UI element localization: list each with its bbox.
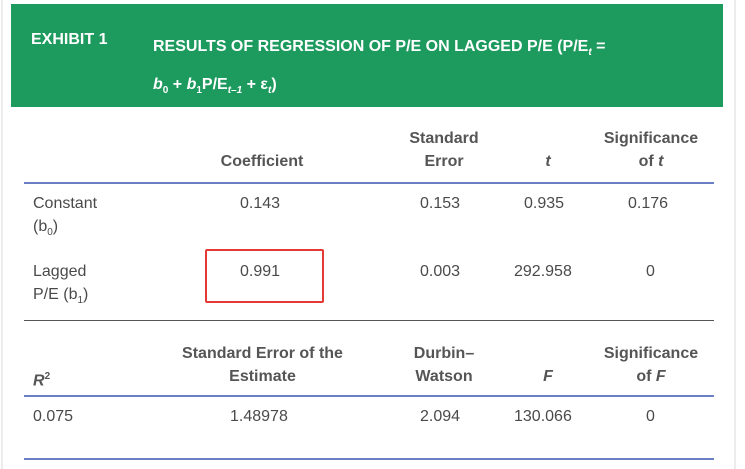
lagged-coefficient: 0.991 <box>240 263 281 280</box>
lagged-std-error: 0.003 <box>420 263 461 280</box>
header-significance-t: Significance of t <box>588 127 714 173</box>
r-squared-value: 0.075 <box>33 408 74 425</box>
se-estimate-value: 1.48978 <box>230 408 288 425</box>
table1-bottom-rule <box>24 320 714 321</box>
header-coefficient: Coefficient <box>220 153 304 170</box>
table1-header-rule <box>24 182 714 184</box>
exhibit-label: EXHIBIT 1 <box>31 31 108 48</box>
header-f: F <box>543 368 553 385</box>
lagged-significance: 0 <box>646 263 655 280</box>
constant-t: 0.935 <box>524 195 565 212</box>
header-significance-f: Significance of F <box>588 342 714 388</box>
row-label-lagged-pe: Lagged P/E (b1) <box>33 263 89 307</box>
coefficient-highlight-box <box>205 249 324 303</box>
row-label-constant: Constant (b0) <box>33 195 98 239</box>
title-line-2: b0 + b1P/Et–1 + εt) <box>153 76 277 97</box>
header-durbin-watson: Durbin– Watson <box>413 345 475 385</box>
durbin-watson-value: 2.094 <box>420 408 461 425</box>
header-sig-t-line2: of t <box>638 153 664 170</box>
table2-header-rule <box>24 395 714 397</box>
header-se-estimate: Standard Error of the Estimate <box>182 345 343 385</box>
constant-coefficient: 0.143 <box>240 195 281 212</box>
title-line-1: RESULTS OF REGRESSION OF P/E ON LAGGED P… <box>153 38 606 59</box>
header-t: t <box>545 153 551 170</box>
constant-significance: 0.176 <box>628 195 669 212</box>
f-value: 130.066 <box>514 408 572 425</box>
lagged-t: 292.958 <box>514 263 572 280</box>
header-standard-error: Standard Error <box>409 130 479 170</box>
header-sig-f-line2: of F <box>636 368 666 385</box>
table2-bottom-rule <box>24 458 714 460</box>
header-r-squared: R2 <box>33 371 51 390</box>
exhibit-title: RESULTS OF REGRESSION OF P/E ON LAGGED P… <box>153 31 713 107</box>
constant-std-error: 0.153 <box>420 195 461 212</box>
significance-f-value: 0 <box>646 408 655 425</box>
exhibit-header: EXHIBIT 1 RESULTS OF REGRESSION OF P/E O… <box>11 4 723 107</box>
